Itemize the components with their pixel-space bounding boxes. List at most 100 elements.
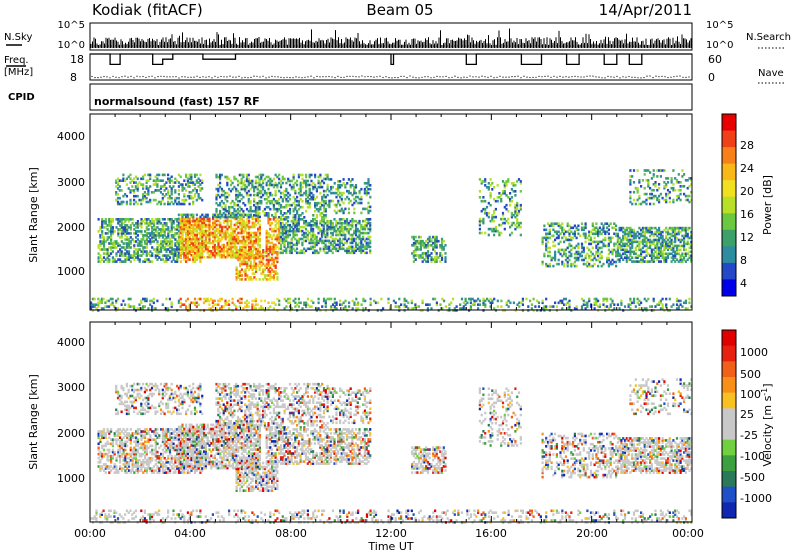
power-cell [253,197,256,201]
power-cell [564,258,567,262]
nave-sample [106,76,108,78]
power-cell [228,251,231,255]
power-cell [611,262,614,266]
power-cell [306,193,309,197]
power-cell [283,245,286,249]
power-cell [636,234,639,238]
power-cell [212,231,215,235]
power-cell [308,239,311,243]
power-cell [598,260,601,264]
power-cell [679,256,682,259]
power-cell [665,200,668,204]
power-cell [174,228,177,231]
power-cell [554,252,557,256]
power-cell [217,247,220,251]
power-cell [622,252,625,256]
power-cell [167,179,170,182]
power-cell [224,235,227,239]
power-cell [480,219,483,223]
power-cell [144,242,147,245]
power-cell [203,217,206,221]
power-cell [322,241,325,245]
power-cell [226,215,229,219]
power-cell [297,216,300,219]
power-cell [115,252,118,255]
nave-sample [151,75,153,77]
power-cell [319,214,322,217]
power-cell [593,262,596,266]
power-cell [674,232,677,236]
nave-sample [142,75,144,78]
power-cell [600,264,603,268]
power-cell [110,232,113,235]
power-cell [179,245,182,249]
power-cell [230,249,233,253]
power-cell [356,229,359,233]
power-cell [656,256,659,259]
power-cell [231,199,234,203]
power-cell [167,218,170,221]
power-cell [679,240,682,244]
power-cell [251,179,254,183]
power-cell [197,194,200,198]
power-cell [634,248,637,252]
power-cell [365,225,368,229]
power-cell [224,233,227,237]
power-cell [224,219,227,223]
power-cell [257,243,260,247]
power-cell [167,226,170,229]
power-cell [167,254,170,257]
power-cell [337,189,340,193]
power-cell [292,218,295,221]
power-cell [283,239,286,243]
power-cell [120,228,123,231]
power-cell [625,236,628,240]
power-cell [582,262,585,266]
power-cell [661,250,664,254]
power-cell [208,239,211,243]
power-cell [244,243,247,247]
power-cell [369,249,372,253]
power-cell [267,260,270,264]
power-cell [629,238,632,242]
power-cell [514,190,517,193]
power-cell [267,241,270,245]
power-cell [158,220,161,223]
power-cell [136,222,139,225]
power-cell [367,221,370,225]
power-cell [120,220,123,223]
power-cell [353,219,356,223]
power-cell [129,240,132,243]
power-cell [274,237,277,241]
nave-sample [271,75,273,77]
power-cell [203,241,206,245]
power-cell [104,220,107,223]
power-cell [322,245,325,249]
power-cell [557,224,560,228]
power-cell [294,181,297,185]
power-cell [360,223,363,227]
power-cell [192,183,195,186]
power-cell [328,245,331,249]
power-cell [281,227,284,231]
power-cell [265,193,268,197]
power-cell [159,191,163,194]
power-cell [575,236,578,240]
power-cell [564,230,567,234]
power-cell [240,223,243,227]
power-cell [251,253,254,257]
power-cell [349,245,352,249]
power-cell [203,255,206,259]
power-cell [322,205,326,209]
power-cell [559,232,562,236]
power-cell [181,189,184,192]
power-cell [251,264,254,268]
power-cell [541,262,544,266]
power-cell [433,260,437,263]
power-cell [262,179,265,183]
power-cell [168,177,171,181]
power-cell [136,224,139,227]
power-cell [235,216,238,219]
power-cell [285,231,288,235]
power-cell [480,182,483,185]
